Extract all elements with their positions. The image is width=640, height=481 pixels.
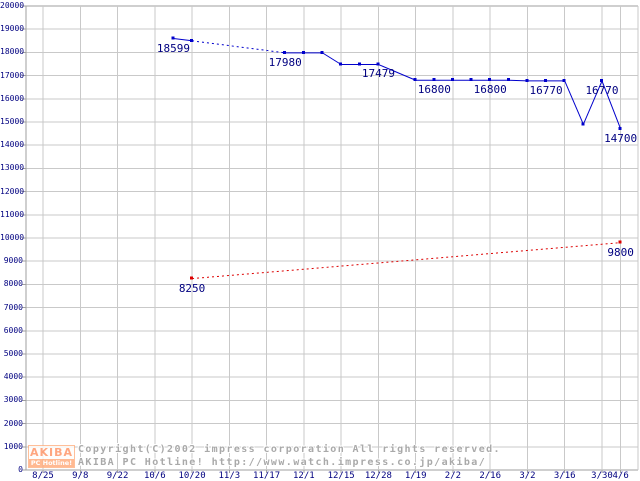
blue-price-marker [413, 78, 417, 82]
red-price-marker [190, 276, 194, 280]
blue-price-marker [301, 50, 305, 54]
blue-price-marker [525, 78, 529, 82]
blue-price-marker [450, 78, 454, 82]
logo-pc-hotline-text: PC Hotline! [29, 459, 74, 467]
blue-price-segment [508, 79, 528, 82]
akiba-pc-hotline-logo: AKIBA PC Hotline! [28, 445, 75, 468]
blue-price-segment [192, 40, 286, 54]
blue-price-segment [601, 80, 622, 130]
blue-price-segment [582, 80, 603, 125]
blue-price-marker [562, 78, 566, 82]
blue-price-segment [378, 64, 416, 81]
copyright-line-1: Copyright(C)2002 impress corporation All… [78, 444, 501, 455]
blue-price-marker [376, 62, 380, 66]
copyright-line-2: AKIBA PC Hotline! http://www.watch.impre… [78, 457, 487, 468]
blue-price-marker [283, 50, 287, 54]
blue-price-marker [320, 50, 324, 54]
logo-akiba-text: AKIBA [29, 446, 74, 459]
blue-price-marker [506, 78, 510, 82]
blue-price-segment [564, 80, 584, 125]
blue-price-marker [171, 36, 175, 40]
blue-price-marker [190, 38, 194, 42]
blue-price-marker [618, 126, 622, 130]
blue-price-marker [600, 78, 603, 82]
blue-price-marker [488, 78, 492, 82]
blue-price-marker [581, 122, 585, 126]
blue-price-marker [357, 62, 361, 66]
blue-price-marker [544, 78, 548, 82]
blue-price-segment [322, 52, 342, 65]
blue-price-marker [432, 78, 436, 82]
red-price-segment [192, 242, 621, 280]
blue-price-marker [339, 62, 343, 66]
blue-price-segment [173, 38, 193, 42]
blue-price-marker [469, 78, 473, 82]
red-price-marker [618, 240, 622, 244]
